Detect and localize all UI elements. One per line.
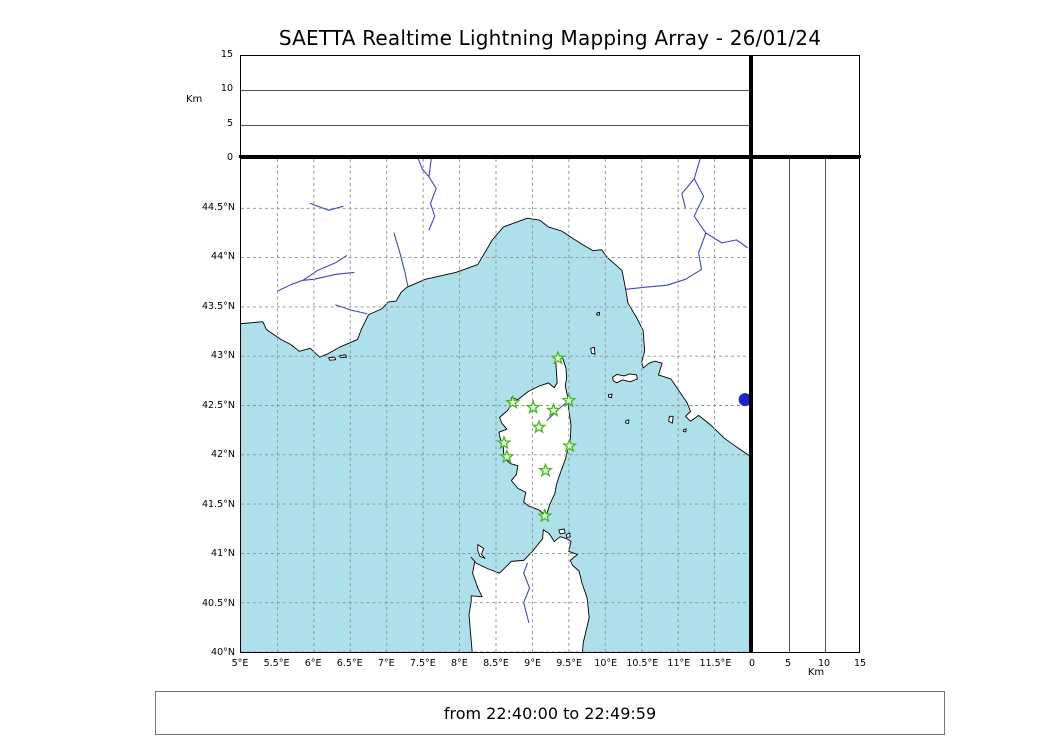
km-tick-label: 10 (220, 83, 233, 95)
lon-tick-label: 6.5°E (336, 658, 363, 669)
km-tick-label: 5 (784, 658, 792, 669)
island-montecristo (625, 419, 630, 424)
station-marker (496, 434, 512, 450)
panel-grid-line (789, 159, 790, 652)
station-marker (531, 419, 547, 434)
altitude-vs-latitude-panel (752, 158, 860, 653)
altitude-vs-longitude-panel (240, 55, 752, 158)
lat-tick-label: 43°N (211, 350, 235, 361)
lon-tick-label: 5.5°E (263, 658, 290, 669)
lon-tick-label: 6°E (304, 658, 322, 669)
island-giannutri (682, 428, 687, 433)
time-range-text: from 22:40:00 to 22:49:59 (443, 703, 657, 723)
figure-title: SAETTA Realtime Lightning Mapping Array … (278, 26, 822, 50)
lon-tick-label: 10°E (594, 658, 618, 669)
lat-tick-label: 43.5°N (201, 300, 235, 312)
island-asinara (477, 544, 486, 559)
km-tick-label: 5 (226, 117, 233, 129)
km-tick-label: 15 (220, 49, 233, 60)
event-dot (738, 393, 751, 407)
km-tick-label: 10 (817, 658, 831, 669)
island-pianosa (608, 393, 613, 398)
lat-tick-label: 40°N (211, 647, 235, 658)
island-elba (612, 373, 638, 384)
lon-tick-label: 8°E (451, 658, 468, 669)
panel-grid-line (241, 90, 751, 92)
lon-tick-label: 9°E (524, 658, 541, 669)
land-masses (241, 159, 751, 652)
island-maddalena (558, 528, 566, 535)
river (302, 271, 355, 281)
station-marker (505, 394, 521, 410)
station-marker (561, 392, 577, 408)
lat-tick-label: 42°N (211, 449, 235, 460)
station-marker (525, 399, 541, 414)
lightning-stations (496, 350, 578, 523)
lon-tick-label: 7.5°E (409, 658, 436, 669)
thick-horizontal-divider (239, 155, 861, 158)
river (276, 255, 348, 292)
panel-grid-line (241, 124, 751, 126)
river (705, 232, 748, 249)
mainland-coast (241, 159, 751, 458)
lat-tick-label: 41°N (211, 548, 235, 559)
time-range-box: from 22:40:00 to 22:49:59 (155, 691, 945, 735)
station-marker (561, 437, 578, 453)
lat-tick-label: 40.5°N (201, 597, 235, 609)
lon-tick-label: 7°E (377, 658, 395, 669)
lat-tick-label: 42.5°N (201, 399, 235, 411)
lon-tick-label: 9.5°E (556, 658, 583, 669)
corner-panel (752, 55, 860, 158)
river (417, 159, 430, 178)
map-grid (241, 159, 751, 652)
station-marker (499, 448, 515, 464)
sardinia (468, 529, 590, 652)
lon-tick-label: 10.5°E (626, 658, 659, 669)
river (309, 202, 344, 211)
island-giglio (668, 415, 674, 424)
lat-tick-label: 44.5°N (201, 201, 235, 213)
river (428, 159, 437, 231)
island-gorgona (596, 311, 601, 316)
km-tick-label: 15 (853, 658, 867, 669)
station-marker (545, 402, 562, 417)
river (523, 562, 531, 623)
thick-vertical-divider (749, 55, 752, 653)
corsica (498, 354, 572, 517)
river (393, 232, 409, 287)
lat-tick-label: 41.5°N (201, 498, 235, 510)
station-marker (537, 462, 554, 478)
island-capraia (590, 346, 596, 355)
altitude-axis-label-left: Km (186, 94, 203, 105)
lon-tick-label: 11.5°E (699, 658, 732, 669)
altitude-axis-label-bottom: Km (807, 667, 825, 678)
km-tick-label: 0 (226, 152, 233, 163)
map-canvas (241, 159, 751, 652)
map-panel (240, 158, 752, 653)
lat-tick-label: 44°N (211, 251, 235, 262)
island-porquerolles (328, 356, 337, 361)
river (681, 178, 695, 209)
lon-tick-label: 5°E (231, 658, 249, 669)
station-marker (537, 507, 553, 523)
panel-grid-line (825, 159, 826, 652)
river (625, 159, 707, 290)
km-tick-label: 0 (748, 658, 756, 669)
rivers (276, 159, 748, 623)
lon-tick-label: 8.5°E (483, 658, 509, 669)
station-marker (550, 350, 566, 365)
lon-tick-label: 11°E (667, 658, 691, 669)
